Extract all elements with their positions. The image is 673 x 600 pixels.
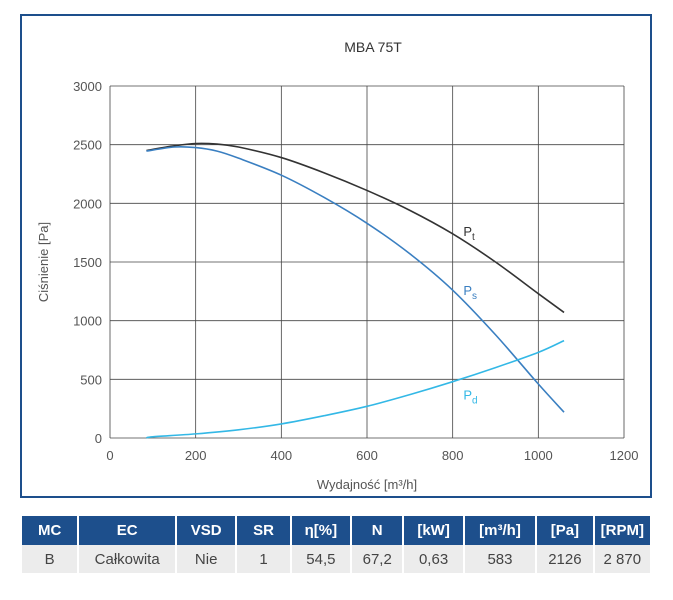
cell-n: 67,2: [352, 545, 403, 573]
pressure-chart: 0 200 400 600 800 1000 1200 0 500 1000 1500 2000 250…: [36, 39, 639, 492]
x-tick-label: 1200: [610, 448, 639, 463]
cell-rpm: 2 870: [594, 545, 650, 573]
header-vsd: VSD: [176, 516, 236, 545]
y-tick-label: 1000: [73, 314, 102, 329]
spec-table: MC EC VSD SR η[%] N [kW] [m³/h] [Pa] [RP…: [20, 516, 652, 573]
x-tick-label: 200: [185, 448, 207, 463]
x-tick-label: 400: [270, 448, 292, 463]
chart-title: MBA 75T: [344, 39, 402, 55]
y-tick-label: 3000: [73, 79, 102, 94]
header-flow: [m³/h]: [464, 516, 536, 545]
header-mc: MC: [22, 516, 78, 545]
cell-efficiency: 54,5: [291, 545, 351, 573]
series-line-pd: [145, 339, 565, 439]
y-tick-label: 2000: [73, 196, 102, 211]
cell-flow: 583: [464, 545, 536, 573]
x-tick-label: 600: [356, 448, 378, 463]
header-ec: EC: [79, 516, 175, 545]
header-power: [kW]: [404, 516, 463, 545]
y-tick-label: 1500: [73, 255, 102, 270]
table-header-row: MC EC VSD SR η[%] N [kW] [m³/h] [Pa] [RP…: [22, 516, 650, 545]
y-axis-label: Ciśnienie [Pa]: [36, 222, 51, 302]
chart-panel: 0 200 400 600 800 1000 1200 0 500 1000 1500 2000 250…: [20, 14, 652, 498]
curve-label-pt: Pt: [463, 224, 475, 243]
cell-sr: 1: [237, 545, 290, 573]
series-line-pt: [146, 142, 565, 314]
table-row: B Całkowita Nie 1 54,5 67,2 0,63 583 212…: [22, 545, 650, 573]
cell-mc: B: [22, 545, 78, 573]
header-rpm: [RPM]: [594, 516, 650, 545]
x-axis-label: Wydajność [m³/h]: [317, 477, 417, 492]
header-n: N: [352, 516, 403, 545]
curve-label-ps: Ps: [463, 283, 477, 302]
y-tick-label: 0: [95, 431, 102, 446]
x-tick-label: 800: [442, 448, 464, 463]
x-tick-label: 0: [106, 448, 113, 463]
y-tick-label: 500: [80, 372, 102, 387]
cell-pressure: 2126: [537, 545, 593, 573]
series-line-ps: [146, 145, 565, 413]
header-pressure: [Pa]: [537, 516, 593, 545]
cell-power: 0,63: [404, 545, 463, 573]
x-tick-label: 1000: [524, 448, 553, 463]
header-sr: SR: [237, 516, 290, 545]
curve-label-pd: Pd: [463, 387, 477, 406]
cell-ec: Całkowita: [79, 545, 175, 573]
y-tick-label: 2500: [73, 138, 102, 153]
header-efficiency: η[%]: [291, 516, 351, 545]
cell-vsd: Nie: [176, 545, 236, 573]
